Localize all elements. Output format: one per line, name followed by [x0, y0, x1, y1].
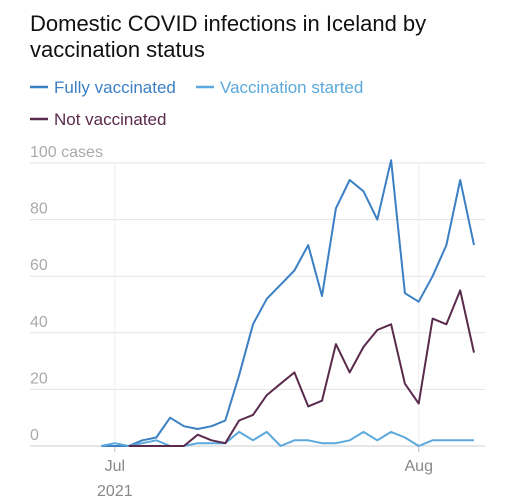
chart-title: Domestic COVID infections in Iceland by v…: [30, 11, 426, 62]
x-tick-label: Aug: [405, 458, 433, 475]
legend-label: Vaccination started: [220, 78, 363, 97]
y-tick-label: 40: [30, 314, 48, 331]
legend-label: Fully vaccinated: [54, 78, 176, 97]
series-line: [101, 159, 475, 447]
legend-label: Not vaccinated: [54, 110, 166, 129]
x-year-label: 2021: [97, 483, 133, 500]
y-tick-label: 80: [30, 201, 48, 218]
series-line: [100, 430, 474, 447]
y-tick-label: 0: [30, 427, 39, 444]
y-tick-label: 60: [30, 257, 48, 274]
series-line: [128, 289, 475, 447]
title-line: vaccination status: [30, 37, 205, 62]
y-tick-label: 20: [30, 370, 48, 387]
x-tick-label: Jul: [105, 458, 125, 475]
title-line: Domestic COVID infections in Iceland by: [30, 11, 426, 36]
y-tick-label: 100 cases: [30, 144, 103, 161]
